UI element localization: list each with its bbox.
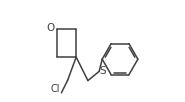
Text: Cl: Cl [51, 84, 60, 94]
Text: S: S [100, 66, 106, 76]
Text: O: O [46, 23, 55, 33]
